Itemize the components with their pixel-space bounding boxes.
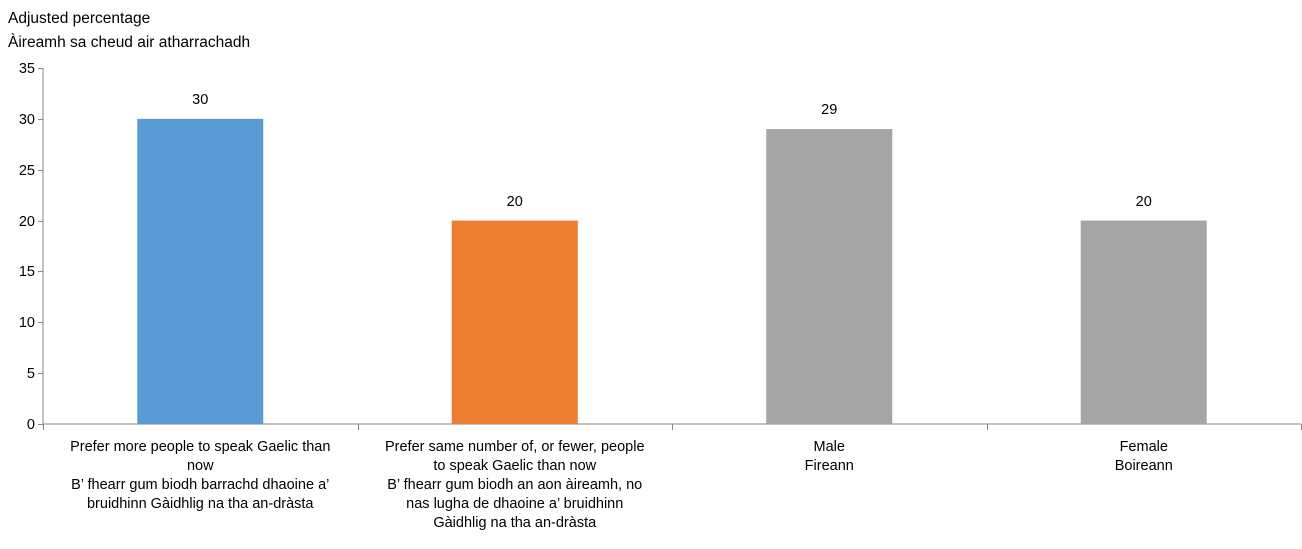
x-category-label-3: Male Fireann <box>669 438 989 476</box>
y-axis-title-line-1: Adjusted percentage <box>8 10 151 27</box>
y-tick-label: 5 <box>26 365 35 382</box>
data-label-3: 29 <box>821 102 838 119</box>
y-tick-label: 30 <box>18 111 35 128</box>
data-label-1: 30 <box>192 91 209 108</box>
bar-2 <box>451 220 578 424</box>
x-category-label-2: Prefer same number of, or fewer, people t… <box>355 438 675 533</box>
y-axis-title-line-2: Àireamh sa cheud air atharrachadh <box>8 34 251 51</box>
bar-3 <box>766 129 893 424</box>
x-category-label-line: B’ fhearr gum biodh barrachd dhaoine a’ <box>71 477 330 493</box>
y-tick-label: 15 <box>18 263 35 280</box>
y-tick-label: 35 <box>18 60 35 77</box>
y-tick-label: 25 <box>18 162 35 179</box>
x-category-label-line: Fireann <box>804 458 854 474</box>
x-category-label-line: Prefer more people to speak Gaelic than <box>70 439 331 455</box>
x-category-label-line: B’ fhearr gum biodh an aon àireamh, no <box>387 477 643 493</box>
y-tick-label: 10 <box>18 314 35 331</box>
x-category-label-line: Boireann <box>1114 458 1173 474</box>
y-tick-label: 20 <box>18 213 35 230</box>
x-category-label-line: Gàidhlig na tha an-dràsta <box>433 515 597 531</box>
x-category-label-1: Prefer more people to speak Gaelic than n… <box>40 438 360 514</box>
x-category-label-line: Male <box>813 439 845 455</box>
x-category-label-line: Prefer same number of, or fewer, people <box>384 439 645 455</box>
data-label-2: 20 <box>506 193 523 210</box>
bar-4 <box>1080 220 1207 424</box>
y-axis-title: Adjusted percentage Àireamh sa cheud air… <box>8 7 250 55</box>
data-label-4: 20 <box>1135 193 1152 210</box>
x-category-label-line: bruidhinn Gàidhlig na tha an-dràsta <box>86 496 314 512</box>
x-category-label-line: Female <box>1119 439 1168 455</box>
x-category-label-4: Female Boireann <box>984 438 1302 476</box>
bar-1 <box>137 118 264 424</box>
x-category-label-line: now <box>186 458 214 474</box>
x-category-label-line: nas lugha de dhaoine a’ bruidhinn <box>406 496 624 512</box>
x-category-label-line: to speak Gaelic than now <box>433 458 597 474</box>
y-tick-label: 0 <box>26 416 35 433</box>
